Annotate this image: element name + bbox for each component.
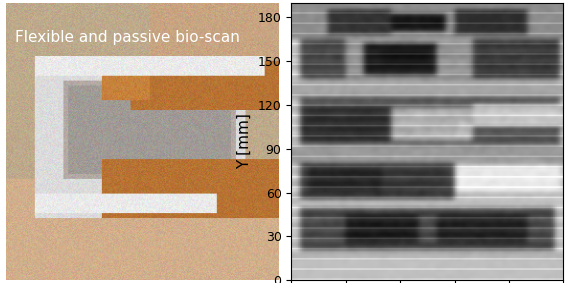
Text: Flexible and passive bio-scan: Flexible and passive bio-scan bbox=[15, 30, 240, 45]
Y-axis label: Y [mm]: Y [mm] bbox=[237, 113, 252, 170]
